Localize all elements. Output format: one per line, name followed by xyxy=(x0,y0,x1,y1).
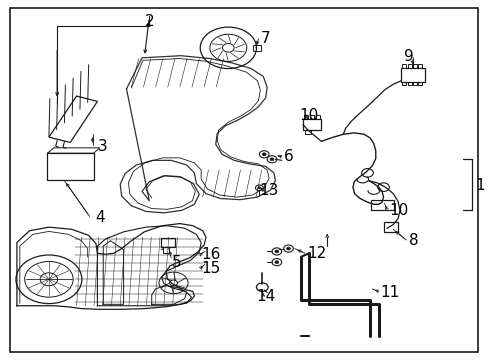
Circle shape xyxy=(269,158,273,161)
Text: 10: 10 xyxy=(299,108,318,123)
Text: 9: 9 xyxy=(403,49,413,64)
Text: 8: 8 xyxy=(408,233,418,248)
Circle shape xyxy=(274,250,278,253)
Bar xyxy=(412,64,416,68)
Bar xyxy=(418,64,422,68)
Text: 2: 2 xyxy=(144,14,154,28)
Text: 15: 15 xyxy=(201,261,221,276)
Text: 11: 11 xyxy=(380,285,399,300)
Bar xyxy=(370,200,393,210)
Bar xyxy=(47,153,93,180)
Bar xyxy=(418,82,422,85)
Bar xyxy=(407,82,411,85)
Bar xyxy=(401,68,424,82)
Text: 6: 6 xyxy=(283,149,293,164)
Text: 7: 7 xyxy=(260,31,270,46)
Bar xyxy=(412,82,416,85)
Bar xyxy=(309,115,313,118)
Text: 13: 13 xyxy=(259,183,278,198)
Bar xyxy=(304,115,308,118)
Text: 4: 4 xyxy=(95,210,104,225)
Bar xyxy=(252,45,261,51)
Circle shape xyxy=(286,247,290,250)
Text: 12: 12 xyxy=(306,246,325,261)
Bar xyxy=(305,130,311,134)
Text: 14: 14 xyxy=(256,289,275,303)
Text: 5: 5 xyxy=(172,255,182,270)
Text: 16: 16 xyxy=(201,247,221,262)
Bar xyxy=(163,247,169,253)
Bar xyxy=(383,222,397,232)
Circle shape xyxy=(262,153,265,156)
Text: 3: 3 xyxy=(97,139,107,154)
Text: 1: 1 xyxy=(475,178,484,193)
Bar xyxy=(407,64,411,68)
Bar xyxy=(402,64,406,68)
Bar xyxy=(303,118,321,130)
Bar xyxy=(161,238,175,247)
Bar xyxy=(315,115,319,118)
Circle shape xyxy=(274,261,278,264)
Circle shape xyxy=(257,187,260,189)
Text: 10: 10 xyxy=(388,203,408,218)
Bar xyxy=(402,82,406,85)
